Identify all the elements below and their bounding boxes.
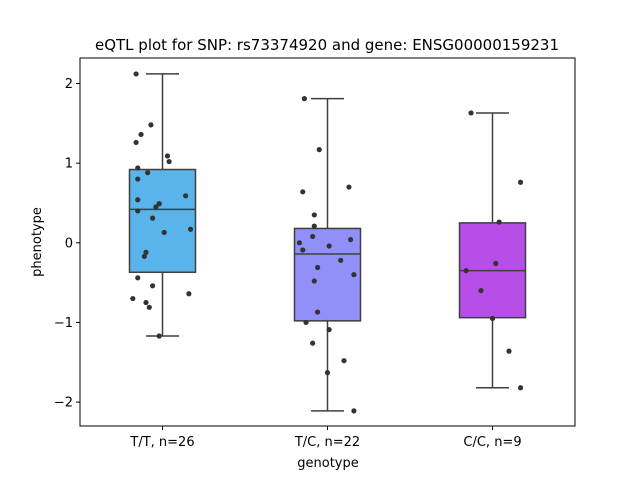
- data-point: [346, 184, 352, 190]
- data-point: [300, 247, 306, 253]
- y-axis: 2 1 0 −1 −2: [54, 77, 80, 411]
- data-point: [135, 197, 141, 203]
- data-point: [143, 299, 149, 306]
- data-point: [141, 253, 147, 259]
- data-point: [311, 278, 317, 284]
- data-point: [326, 327, 332, 333]
- data-point: [348, 237, 354, 243]
- x-axis: T/T, n=26 T/C, n=22 C/C, n=9: [129, 426, 522, 450]
- data-point: [135, 165, 141, 171]
- box-iqr: [293, 227, 362, 322]
- data-point: [135, 275, 141, 281]
- points-group: [463, 110, 524, 391]
- y-tick-label: 0: [65, 236, 73, 251]
- data-point: [145, 170, 151, 176]
- data-point: [135, 176, 141, 182]
- points-group: [130, 71, 194, 339]
- data-point: [150, 215, 156, 221]
- data-point: [296, 240, 303, 246]
- x-tick-label: T/C, n=22: [294, 435, 360, 450]
- y-axis-title: phenotype: [30, 207, 45, 277]
- data-point: [478, 287, 484, 294]
- data-point: [303, 319, 309, 326]
- data-point: [183, 193, 189, 199]
- data-point: [153, 204, 159, 210]
- data-point: [186, 291, 192, 297]
- boxes-layer: [128, 73, 527, 412]
- data-point: [187, 226, 194, 232]
- data-point: [301, 96, 307, 102]
- data-point: [517, 385, 524, 391]
- data-point: [138, 131, 144, 138]
- data-point: [133, 71, 139, 77]
- data-point: [324, 370, 331, 376]
- data-point: [341, 358, 347, 364]
- data-point: [489, 315, 496, 322]
- x-tick-label: T/T, n=26: [129, 435, 194, 450]
- data-point: [338, 257, 344, 263]
- box-iqr: [128, 168, 197, 274]
- data-point: [311, 223, 317, 229]
- data-point: [310, 233, 316, 240]
- data-point: [130, 295, 136, 302]
- x-axis-title: genotype: [297, 456, 358, 471]
- y-tick-label: −2: [54, 396, 73, 411]
- data-point: [164, 153, 171, 159]
- data-point: [517, 179, 524, 185]
- box-group: [128, 73, 197, 337]
- data-point: [351, 272, 357, 278]
- chart-title: eQTL plot for SNP: rs73374920 and gene: …: [95, 36, 559, 54]
- data-point: [496, 219, 502, 225]
- data-point: [146, 304, 152, 310]
- x-tick-label: C/C, n=9: [463, 435, 521, 450]
- data-point: [351, 408, 357, 414]
- data-point: [166, 158, 172, 165]
- box-group: [458, 112, 527, 389]
- data-point: [468, 110, 474, 116]
- points-layer: [130, 71, 524, 414]
- data-point: [161, 229, 167, 236]
- data-point: [133, 139, 139, 146]
- data-point: [156, 333, 162, 339]
- data-point: [311, 212, 317, 218]
- data-point: [315, 264, 321, 271]
- data-point: [326, 243, 332, 249]
- data-point: [300, 189, 306, 195]
- data-point: [506, 348, 512, 354]
- box-group: [293, 97, 362, 412]
- data-point: [310, 340, 316, 346]
- points-group: [296, 96, 357, 414]
- data-point: [143, 249, 149, 255]
- data-point: [135, 208, 141, 214]
- data-point: [148, 122, 154, 128]
- y-tick-label: 1: [65, 157, 73, 172]
- data-point: [493, 260, 499, 267]
- data-point: [150, 283, 156, 289]
- data-point: [156, 201, 162, 207]
- y-tick-label: −1: [54, 316, 73, 331]
- data-point: [315, 309, 321, 315]
- data-point: [463, 268, 469, 274]
- data-point: [316, 147, 322, 153]
- y-tick-label: 2: [65, 77, 73, 92]
